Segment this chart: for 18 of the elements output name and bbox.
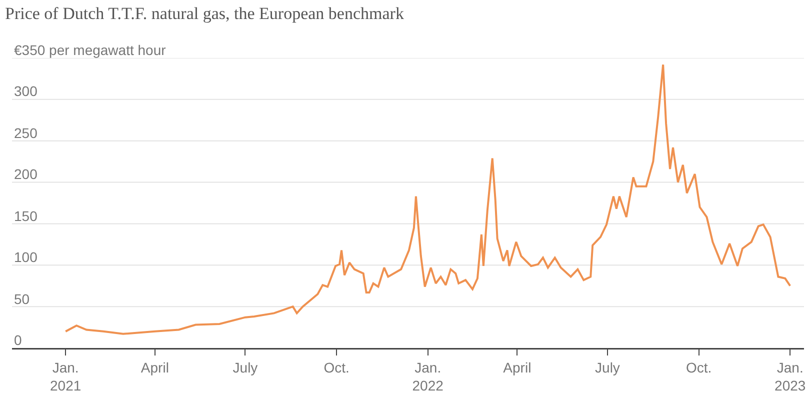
x-tick-label: Jan. 2022 [412, 359, 444, 394]
x-tick-label: Oct. [686, 359, 712, 376]
x-tick-label: April [503, 359, 532, 376]
y-tick-label: 100 [14, 249, 38, 265]
y-tick-label: 250 [14, 125, 38, 141]
x-tick-label: July [232, 359, 258, 376]
chart-title: Price of Dutch T.T.F. natural gas, the European benchmark [4, 3, 405, 25]
x-tick-label: Jan. 2021 [50, 359, 82, 394]
y-tick-label: 200 [14, 166, 38, 182]
y-tick-label: €350 per megawatt hour [14, 42, 166, 58]
y-tick-label: 150 [14, 208, 38, 224]
y-tick-label: 300 [14, 83, 38, 99]
x-tick-label: Jan. 2023 [774, 359, 806, 394]
x-tick-label: April [140, 359, 169, 376]
x-tick-label: July [595, 359, 620, 376]
x-tick-label: Oct. [324, 359, 350, 376]
y-tick-label: 50 [14, 291, 30, 307]
y-tick-label: 0 [14, 332, 22, 348]
